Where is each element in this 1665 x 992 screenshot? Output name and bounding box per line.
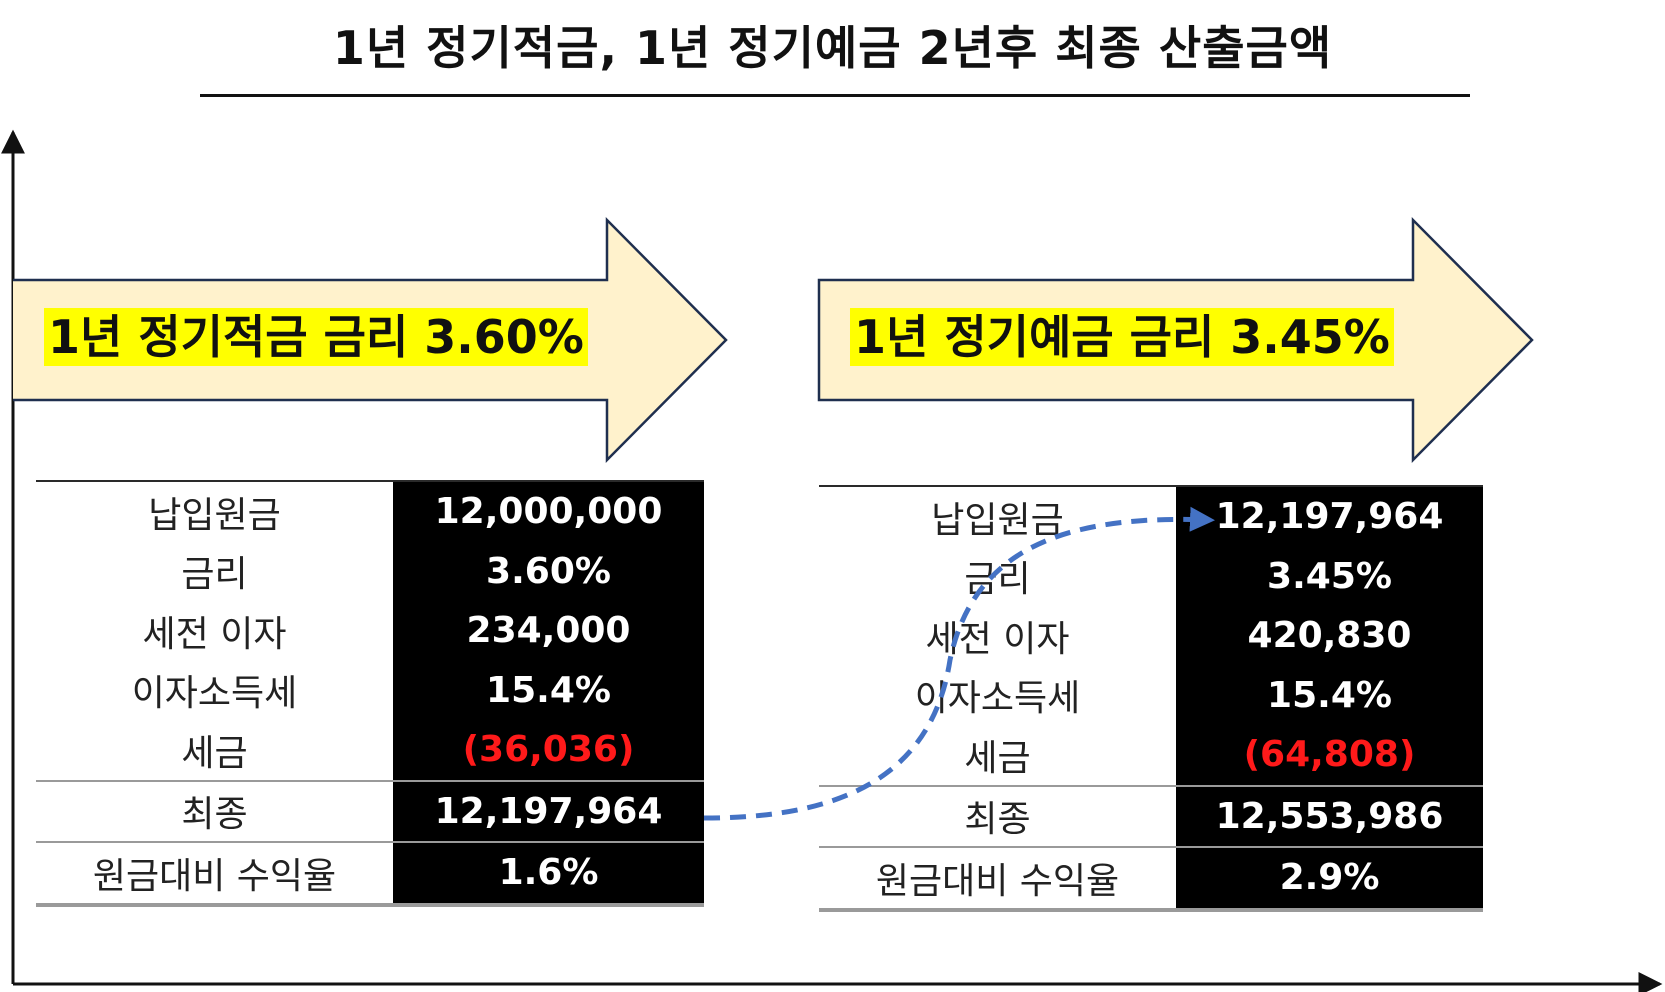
table-row: 세전 이자 234,000 [36, 601, 704, 661]
title-underline [200, 94, 1470, 97]
row-label: 최종 [819, 784, 1176, 847]
tax-value: (64,808) [1176, 725, 1483, 786]
table-row: 원금대비 수익율 2.9% [819, 846, 1483, 912]
table-row: 납입원금 12,197,964 [819, 485, 1483, 547]
row-label: 원금대비 수익율 [819, 846, 1176, 912]
row-value: 12,197,964 [1176, 485, 1483, 547]
table-row: 이자소득세 15.4% [819, 665, 1483, 725]
return-rate-value: 1.6% [393, 841, 704, 907]
row-label: 세전 이자 [819, 606, 1176, 666]
row-value: 420,830 [1176, 606, 1483, 666]
row-label: 금리 [819, 546, 1176, 606]
row-label: 납입원금 [819, 485, 1176, 547]
row-label: 최종 [36, 779, 393, 842]
row-label: 세금 [819, 725, 1176, 786]
row-value: 15.4% [1176, 665, 1483, 725]
final-amount-value: 12,553,986 [1176, 784, 1483, 847]
left-rate-banner: 1년 정기적금 금리 3.60% [44, 308, 588, 366]
right-deposit-table: 납입원금 12,197,964 금리 3.45% 세전 이자 420,830 이… [819, 485, 1483, 912]
row-value: 234,000 [393, 601, 704, 661]
row-value: 12,000,000 [393, 480, 704, 542]
page-title: 1년 정기적금, 1년 정기예금 2년후 최종 산출금액 [332, 21, 1333, 75]
left-savings-table: 납입원금 12,000,000 금리 3.60% 세전 이자 234,000 이… [36, 480, 704, 907]
table-row: 금리 3.45% [819, 546, 1483, 606]
row-label: 원금대비 수익율 [36, 841, 393, 907]
table-row: 원금대비 수익율 1.6% [36, 841, 704, 907]
row-value: 15.4% [393, 660, 704, 720]
row-label: 납입원금 [36, 480, 393, 542]
table-row: 세전 이자 420,830 [819, 606, 1483, 666]
row-label: 금리 [36, 541, 393, 601]
return-rate-value: 2.9% [1176, 846, 1483, 912]
table-row: 세금 (36,036) [36, 720, 704, 781]
row-label: 세전 이자 [36, 601, 393, 661]
row-value: 3.60% [393, 541, 704, 601]
table-row: 금리 3.60% [36, 541, 704, 601]
row-label: 이자소득세 [819, 665, 1176, 725]
table-row: 세금 (64,808) [819, 725, 1483, 786]
final-amount-value: 12,197,964 [393, 779, 704, 842]
row-label: 이자소득세 [36, 660, 393, 720]
table-row: 최종 12,197,964 [36, 779, 704, 842]
tax-value: (36,036) [393, 720, 704, 781]
table-row: 납입원금 12,000,000 [36, 480, 704, 542]
row-value: 3.45% [1176, 546, 1483, 606]
table-row: 이자소득세 15.4% [36, 660, 704, 720]
table-row: 최종 12,553,986 [819, 784, 1483, 847]
row-label: 세금 [36, 720, 393, 781]
right-rate-banner: 1년 정기예금 금리 3.45% [850, 308, 1394, 366]
